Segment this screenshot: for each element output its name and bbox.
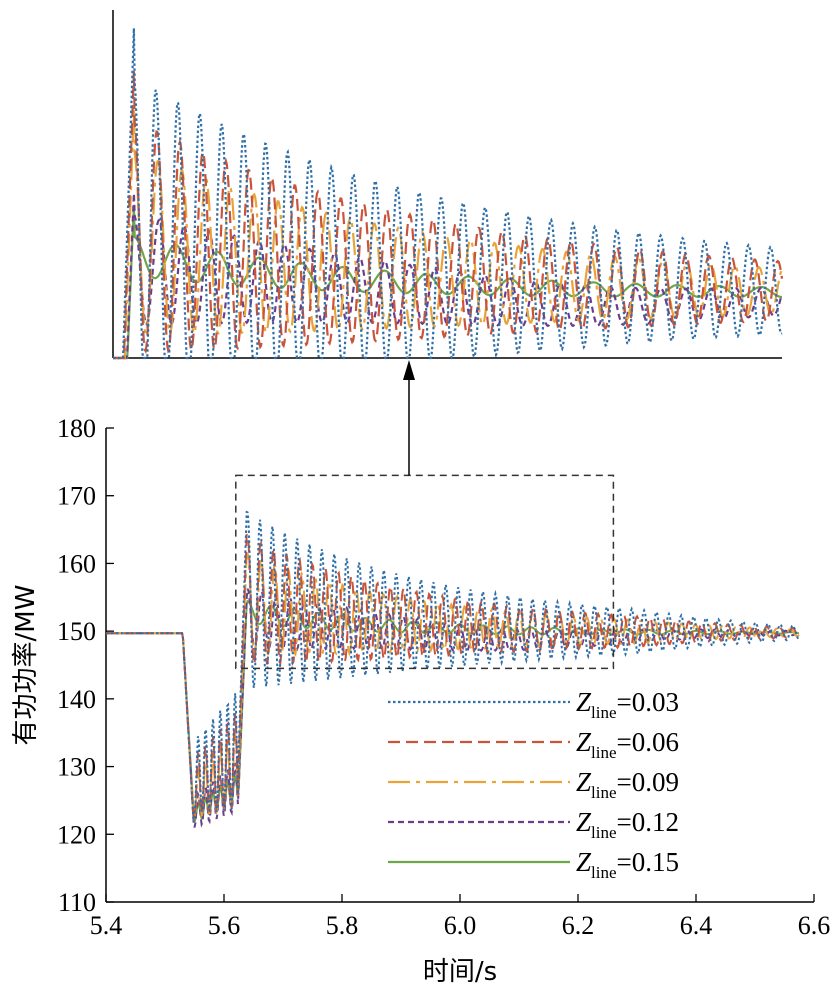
x-tick-label: 6.6 [798, 911, 831, 940]
x-tick-label: 6.0 [444, 911, 477, 940]
zoom-region-box [235, 474, 615, 670]
x-tick-label: 5.8 [326, 911, 359, 940]
arrow-head [403, 360, 415, 380]
inset-series-lines [113, 28, 784, 360]
main-axes: 5.4 5.6 5.8 6.0 6.2 6.4 6.6 110 120 130 140 150 160 1… [57, 414, 830, 940]
y-tick-label: 110 [58, 888, 96, 917]
x-tick-label: 6.4 [680, 911, 713, 940]
y-tick-label: 160 [57, 549, 96, 578]
legend: Zline=0.03 Zline=0.06 Zline=0.09 Zline=0.12… [388, 687, 679, 882]
main-series-lines [106, 510, 800, 828]
zoom-arrow [403, 360, 415, 476]
legend-label-2: Zline=0.09 [576, 767, 679, 802]
legend-label-1: Zline=0.06 [576, 727, 679, 762]
y-tick-label: 150 [57, 617, 96, 646]
inset-axes [112, 10, 782, 359]
legend-label-4: Zline=0.15 [576, 847, 679, 882]
x-axis-title: 时间/s [423, 957, 497, 987]
inset-series-line-1 [113, 71, 784, 360]
y-tick-label: 130 [57, 753, 96, 782]
y-tick-label: 170 [57, 482, 96, 511]
y-tick-label: 180 [57, 414, 96, 443]
y-tick-label: 120 [57, 820, 96, 849]
series-line-1 [106, 533, 800, 821]
inset-series-line-0 [113, 28, 783, 360]
inset-series-line-3 [113, 193, 784, 360]
y-tick-label: 140 [57, 685, 96, 714]
inset-series-line-4 [113, 205, 782, 360]
x-tick-label: 5.4 [90, 911, 123, 940]
legend-label-0: Zline=0.03 [576, 687, 679, 722]
legend-label-3: Zline=0.12 [576, 807, 679, 842]
x-tick-label: 5.6 [208, 911, 241, 940]
x-tick-label: 6.2 [562, 911, 595, 940]
series-line-0 [106, 510, 800, 823]
y-axis-title: 有功功率/MW [11, 585, 41, 746]
